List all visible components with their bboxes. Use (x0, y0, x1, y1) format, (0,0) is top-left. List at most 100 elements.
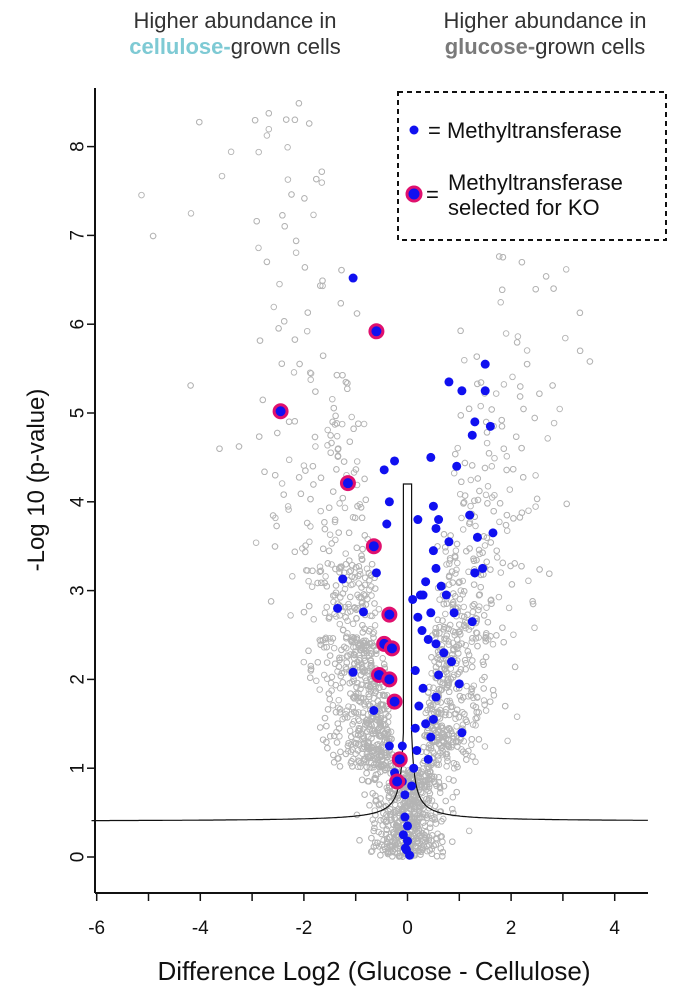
background-point (284, 176, 292, 183)
background-point (370, 634, 377, 641)
background-point (359, 668, 367, 675)
background-point (331, 660, 339, 668)
background-point (406, 771, 413, 778)
methyltransferase-point (449, 608, 459, 618)
background-point (497, 299, 504, 306)
background-point (456, 628, 463, 635)
methyltransferase-point (480, 386, 490, 396)
background-point (326, 695, 333, 703)
background-point (358, 644, 366, 652)
background-point (321, 609, 329, 617)
background-point (423, 814, 431, 821)
background-point (446, 557, 454, 564)
background-point (376, 684, 383, 691)
background-point (474, 496, 482, 504)
background-point (351, 604, 358, 612)
background-point (425, 841, 433, 849)
background-point (346, 557, 353, 564)
background-point (269, 512, 277, 519)
background-point (459, 526, 467, 533)
background-point (510, 631, 517, 638)
background-point (327, 432, 334, 439)
background-point (290, 369, 298, 376)
background-point (291, 548, 299, 556)
background-point (462, 666, 469, 673)
background-point (372, 687, 379, 695)
background-point (316, 563, 324, 570)
background-point (480, 612, 488, 619)
background-point (337, 300, 345, 307)
ko-selected-point (272, 403, 289, 420)
background-point (536, 390, 543, 397)
background-point (489, 686, 497, 694)
background-point (354, 679, 361, 687)
background-point (342, 750, 350, 758)
background-point (313, 677, 320, 685)
background-point (345, 703, 352, 710)
background-point (432, 820, 440, 827)
ko-points (272, 323, 408, 790)
background-point (449, 579, 456, 586)
background-point (324, 706, 332, 713)
background-point (444, 736, 452, 743)
methyltransferase-point (400, 812, 410, 822)
background-point (465, 747, 472, 755)
background-point (251, 116, 259, 124)
background-point (416, 807, 423, 815)
methyltransferase-point (382, 519, 392, 529)
background-point (469, 608, 477, 616)
background-point (452, 710, 459, 718)
background-point (532, 472, 539, 479)
background-point (363, 682, 370, 689)
background-point (355, 717, 363, 724)
background-point (371, 824, 378, 832)
background-point (336, 684, 344, 692)
background-point (468, 735, 476, 743)
background-point (410, 815, 418, 822)
ko-selected-point (383, 640, 400, 657)
background-point (346, 727, 354, 735)
background-point (375, 605, 383, 613)
background-point (447, 675, 455, 683)
background-point (302, 548, 309, 556)
background-point (367, 848, 375, 856)
background-point (287, 612, 294, 619)
background-point (348, 758, 355, 765)
background-point (492, 390, 500, 397)
background-point (291, 116, 299, 124)
background-point (484, 618, 492, 626)
background-point (425, 699, 433, 707)
background-point (278, 360, 286, 367)
background-point (518, 562, 525, 570)
background-point (341, 714, 349, 721)
methyltransferase-point (470, 417, 480, 427)
background-point (468, 741, 475, 749)
background-point (475, 606, 482, 614)
background-point (445, 641, 452, 648)
background-point (412, 820, 420, 828)
background-point (365, 586, 373, 594)
background-point (282, 116, 290, 123)
background-point (307, 523, 314, 530)
background-point (499, 624, 506, 631)
background-point (430, 684, 437, 692)
background-point (371, 585, 379, 592)
background-point (436, 629, 443, 637)
background-point (486, 698, 494, 705)
legend-ko-label-line1: Methyltransferase (448, 170, 623, 195)
background-point (352, 709, 360, 717)
background-point (450, 671, 458, 679)
ko-selected-point (389, 773, 406, 790)
background-point (280, 318, 288, 325)
background-point (316, 686, 323, 693)
background-point (372, 792, 379, 800)
background-point (263, 132, 271, 139)
background-point (371, 820, 378, 827)
legend-methyltransferase-marker (409, 125, 419, 135)
background-point (353, 683, 360, 691)
background-point (443, 763, 450, 770)
background-point (349, 721, 356, 728)
background-point (343, 707, 351, 714)
background-point (361, 581, 369, 589)
background-point (453, 540, 461, 548)
